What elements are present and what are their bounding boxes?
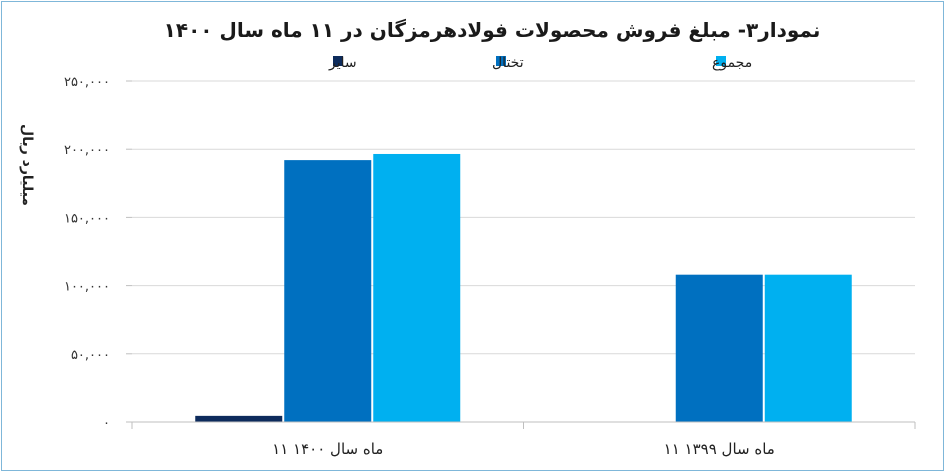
x-tick-label: ۱۱ ماه سال ۱۴۰۰ [272, 440, 383, 458]
legend-swatch [496, 56, 506, 66]
legend: سایر تختال مجموع [328, 55, 752, 71]
bar [284, 160, 372, 422]
chart-title: نمودار۳- مبلغ فروش محصولات فولادهرمزگان … [164, 18, 821, 42]
y-tick-label: ۱۵۰,۰۰۰ [64, 211, 110, 226]
bar [764, 274, 852, 422]
x-axis: ۱۱ ماه سال ۱۴۰۰ ۱۱ ماه سال ۱۳۹۹ [131, 421, 916, 458]
legend-label: تختال [492, 55, 524, 71]
bar [675, 274, 763, 422]
y-axis-label: میلیارد ریال [19, 124, 35, 206]
bar [373, 153, 461, 422]
y-tick-label: ۰ [103, 416, 110, 431]
bar [195, 415, 283, 422]
x-tick-label: ۱۱ ماه سال ۱۳۹۹ [664, 440, 775, 458]
y-tick-label: ۵۰,۰۰۰ [71, 348, 110, 363]
legend-label: سایر [328, 55, 357, 71]
y-tick-label: ۲۰۰,۰۰۰ [64, 143, 110, 158]
y-tick-label: ۱۰۰,۰۰۰ [64, 280, 110, 295]
y-tick-label: ۲۵۰,۰۰۰ [64, 75, 110, 90]
gridlines [132, 80, 915, 355]
y-axis-ticks: ۰ ۵۰,۰۰۰ ۱۰۰,۰۰۰ ۱۵۰,۰۰۰ ۲۰۰,۰۰۰ ۲۵۰,۰۰۰ [64, 75, 132, 431]
bars [195, 153, 852, 422]
legend-swatch [716, 56, 726, 66]
legend-swatch [333, 56, 343, 66]
legend-label: مجموع [712, 55, 752, 71]
